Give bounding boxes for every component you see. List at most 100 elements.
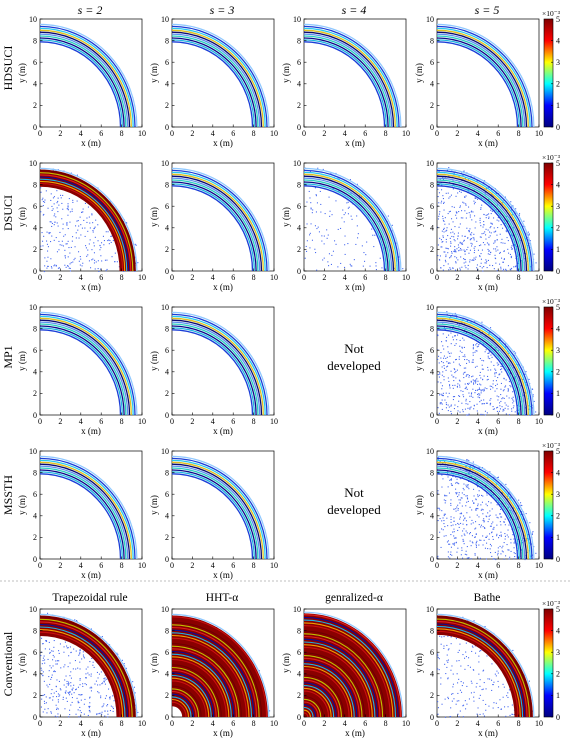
contour-ring [436,315,531,416]
speckle [483,232,485,234]
y-axis-label: y (m) [281,63,291,83]
speckle [466,388,468,390]
speckle [518,254,520,256]
speckle [504,196,506,198]
speckle [52,696,54,698]
x-tick-label: 2 [58,561,62,570]
speckle [453,544,455,546]
speckle [446,654,448,656]
speckle [469,259,471,261]
speckle [473,237,475,239]
speckle [462,355,464,357]
speckle [62,194,64,196]
speckle [438,412,440,414]
speckle [40,245,42,247]
speckle [361,245,363,247]
contour-ring [39,319,131,416]
speckle [473,239,475,241]
speckle [75,688,77,690]
speckle [446,356,448,358]
speckle [456,257,458,259]
speckle [460,522,462,524]
speckle [458,400,460,402]
speckle [484,192,486,194]
contour-ring [303,23,402,128]
speckle [488,186,490,188]
speckle [45,640,47,642]
speckle [441,510,443,512]
contour-ring [303,698,322,718]
contour-ring [303,676,342,718]
x-axis-label: x (m) [345,138,365,148]
speckle [500,535,502,537]
speckle [481,359,483,361]
y-axis-label: y (m) [281,207,291,227]
speckle [494,240,496,242]
speckle [455,370,457,372]
speckle [42,643,44,645]
speckle [478,697,480,699]
speckle [59,231,61,233]
speckle [459,350,461,352]
x-axis-label: x (m) [213,426,233,436]
speckle [75,689,77,691]
speckle [495,369,497,371]
speckle [477,249,479,251]
speckle [98,692,100,694]
speckle [360,196,362,198]
speckle [476,410,478,412]
contour-ring [436,467,524,560]
colorbar-tick-label: 1 [556,691,560,700]
contour-ring [436,465,526,560]
x-tick-label: 2 [190,417,194,426]
y-tick-label: 4 [430,512,434,521]
speckle [480,244,482,246]
speckle [41,637,43,639]
speckle [487,476,489,478]
speckle [72,668,74,670]
speckle [510,246,512,248]
speckle [438,213,440,215]
speckle [74,660,76,662]
speckle [46,231,48,233]
speckle [311,239,313,241]
speckle [87,666,89,668]
speckle [70,677,72,679]
x-tick-label: 10 [138,417,146,426]
speckle [50,678,52,680]
contour-ring [171,613,270,718]
speckle [53,692,55,694]
speckle [77,686,79,688]
speckle [480,509,482,511]
contour-ring [171,696,192,718]
colorbar-tick-label: 0 [556,123,560,132]
speckle [58,240,60,242]
contour-ring [171,685,202,718]
speckle [344,235,346,237]
speckle [42,205,44,207]
contour-ring [39,182,124,272]
speckle [375,265,377,267]
speckle [452,387,454,389]
speckle [306,250,308,252]
speckle [88,216,90,218]
speckle [94,236,96,238]
speckle [474,215,476,217]
speckle [495,559,497,561]
speckle [465,651,467,653]
speckle [89,697,91,699]
x-tick-label: 0 [170,719,174,728]
speckle [452,693,454,695]
y-tick-label: 0 [165,411,169,420]
speckle [502,242,504,244]
speckle [457,651,459,653]
wave-rings [436,23,535,128]
speckle [437,520,439,522]
speckle [441,474,443,476]
speckle [452,267,454,269]
speckle [515,212,517,214]
